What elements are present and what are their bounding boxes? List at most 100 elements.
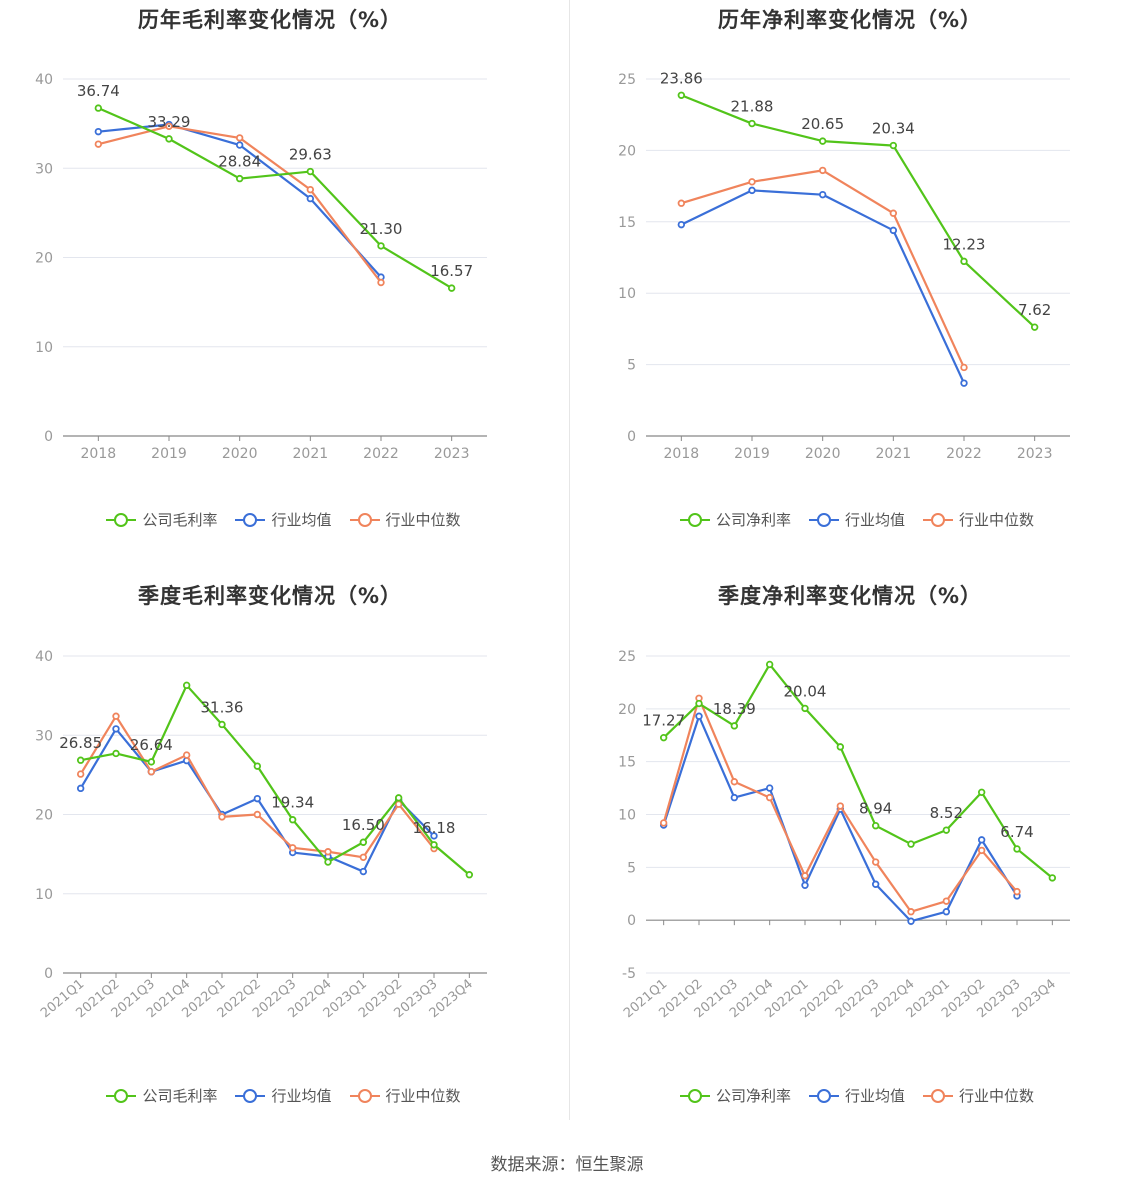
annual-net-margin-plot: 0 5 10 15 20 25 2018 2019 2020 2021 2022 2023 23.86 2…: [618, 69, 1070, 462]
legend-item-industry-median[interactable]: 行业中位数: [349, 509, 461, 530]
legend-item-industry-median[interactable]: 行业中位数: [923, 509, 1034, 530]
data-point: [659, 819, 668, 827]
data-point: [359, 853, 368, 861]
quarterly-gross-margin-chart: 季度毛利率变化情况（%） 0 10 20 30 40 2021Q1 2021Q2 2021Q3…: [0, 576, 567, 1151]
legend-marker-icon: [106, 512, 137, 527]
data-point: [253, 762, 262, 770]
data-label: 21.88: [731, 98, 774, 116]
data-point: [430, 832, 438, 840]
legend-marker-icon: [808, 512, 839, 527]
data-point: [960, 257, 968, 266]
y-tick-label: 5: [627, 358, 636, 374]
chart-title: 历年毛利率变化情况（%）: [137, 8, 403, 32]
x-tick-label: 2020: [222, 446, 258, 462]
data-point: [165, 122, 173, 131]
data-point: [306, 167, 315, 176]
y-tick-label: 10: [35, 887, 53, 903]
data-point: [94, 140, 103, 148]
data-point: [76, 756, 85, 764]
series-line: [80, 684, 471, 876]
data-point: [730, 722, 739, 730]
data-label: 6.74: [1000, 823, 1033, 841]
data-label: 23.86: [660, 69, 703, 87]
data-point: [818, 137, 827, 145]
legend-item-industry-average[interactable]: 行业均值: [808, 509, 905, 530]
x-tick-label: 2018: [664, 446, 700, 462]
data-point: [765, 660, 774, 669]
legend-item-industry-median[interactable]: 行业中位数: [923, 1085, 1034, 1106]
x-tick-label: 2022: [363, 446, 399, 462]
data-label: 21.30: [360, 220, 403, 238]
legend-marker-icon: [923, 512, 953, 527]
data-point: [253, 794, 262, 803]
data-point: [977, 846, 986, 855]
legend-item-company[interactable]: 公司净利率: [679, 509, 791, 530]
chart-title: 历年净利率变化情况（%）: [717, 8, 983, 32]
data-point: [818, 190, 827, 199]
data-point: [306, 194, 315, 203]
data-point: [377, 242, 385, 250]
series-line: [680, 94, 1036, 328]
data-label: 33.29: [148, 113, 191, 131]
legend-item-company[interactable]: 公司净利率: [679, 1085, 791, 1106]
data-point: [889, 141, 898, 150]
quarterly-net-margin-chart: 季度净利率变化情况（%） -5 0 5 10 15 20 25 2021Q1 2021Q2 202…: [580, 576, 1134, 1151]
data-point: [730, 793, 739, 802]
data-point: [871, 822, 880, 830]
y-tick-label: 5: [627, 860, 636, 876]
legend-item-company[interactable]: 公司毛利率: [106, 509, 217, 530]
y-tick-label: 0: [627, 429, 636, 445]
legend-marker-icon: [349, 1088, 380, 1103]
data-point: [907, 917, 915, 925]
data-point: [1048, 874, 1057, 882]
data-point: [1013, 845, 1021, 853]
legend-label: 行业中位数: [959, 511, 1035, 529]
series-line: [98, 125, 382, 284]
data-point: [765, 784, 774, 792]
data-point: [748, 186, 756, 195]
chart-legend: 公司净利率 行业均值 行业中位数: [580, 509, 1134, 530]
data-point: [889, 226, 898, 235]
legend-marker-icon: [235, 512, 266, 527]
data-point: [889, 209, 898, 217]
legend-marker-icon: [679, 1088, 710, 1103]
legend-label: 行业均值: [844, 1087, 905, 1105]
data-point: [112, 712, 120, 720]
legend-item-company[interactable]: 公司毛利率: [106, 1085, 217, 1106]
annual-gross-margin-plot: 0 10 20 30 40 2018 2019 2020 2021 2022 2023 36.74 33…: [35, 72, 487, 462]
data-point: [359, 867, 368, 876]
data-point: [94, 127, 103, 136]
data-point: [801, 872, 809, 880]
data-point: [147, 768, 156, 776]
data-point: [112, 725, 120, 733]
legend-item-industry-average[interactable]: 行业均值: [235, 1085, 332, 1106]
legend-marker-icon: [808, 1088, 839, 1103]
legend-marker-icon: [679, 512, 710, 527]
data-point: [324, 848, 332, 856]
x-tick-label: 2019: [734, 446, 770, 462]
chart-legend: 公司毛利率 行业均值 行业中位数: [0, 509, 567, 530]
data-label: 26.85: [59, 734, 102, 752]
legend-item-industry-median[interactable]: 行业中位数: [349, 1085, 461, 1106]
chart-legend: 公司毛利率 行业均值 行业中位数: [0, 1085, 567, 1106]
data-label: 20.34: [872, 120, 915, 138]
data-point: [288, 844, 297, 852]
y-tick-label: -5: [622, 966, 636, 982]
data-point: [801, 881, 809, 889]
legend-item-industry-average[interactable]: 行业均值: [235, 509, 332, 530]
data-point: [1030, 323, 1039, 331]
data-point: [907, 908, 915, 916]
data-point: [182, 751, 191, 759]
data-point: [960, 379, 968, 387]
data-point: [182, 681, 191, 690]
data-label: 8.94: [859, 800, 892, 818]
data-label: 31.36: [201, 698, 244, 716]
y-tick-label: 20: [35, 251, 53, 267]
data-point: [748, 178, 756, 186]
data-point: [818, 166, 827, 175]
data-point: [801, 704, 809, 713]
legend-item-industry-average[interactable]: 行业均值: [808, 1085, 905, 1106]
legend-label: 行业中位数: [385, 1087, 461, 1105]
data-label: 20.04: [784, 682, 827, 700]
data-point: [359, 838, 368, 846]
